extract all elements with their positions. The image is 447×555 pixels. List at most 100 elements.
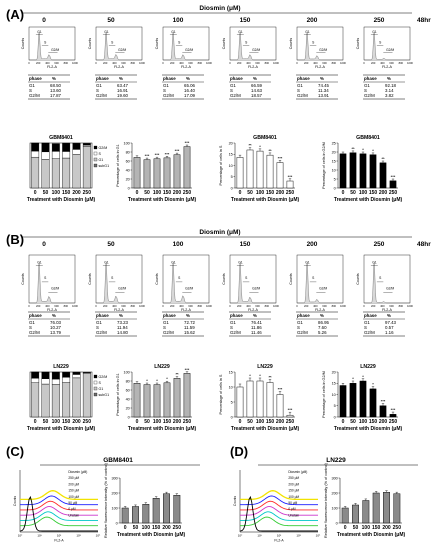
category-tick: 150 [372, 525, 381, 531]
legend-swatch [94, 164, 97, 167]
overlay-label: 0 μM [288, 507, 295, 511]
gate-label-g2m: G2/M [386, 48, 394, 52]
stacked-bar-segment [73, 149, 80, 154]
y-tick-label: 5 [334, 177, 336, 181]
table-phase-cell: G2/M [96, 330, 107, 335]
legend-label: G2/M [99, 375, 108, 379]
concentration-label: 50 [107, 241, 115, 248]
gate-label-g1: G1 [104, 261, 109, 265]
table-value-cell: 3.82 [385, 93, 394, 98]
histogram-tick: 600 [322, 304, 327, 308]
gate-label-g2m: G2/M [118, 48, 126, 52]
histogram-tick: 200 [103, 61, 108, 65]
category-tick: 250 [83, 419, 92, 425]
histogram-tick: 0 [229, 61, 231, 65]
category-tick: 50 [350, 419, 356, 425]
histogram-tick: 400 [246, 304, 251, 308]
table-phase-cell: G2/M [29, 330, 40, 335]
significance-stars: *** [155, 152, 160, 157]
histogram-tick: 600 [188, 304, 193, 308]
bar [363, 501, 369, 524]
y-tick-label: 20 [126, 177, 130, 181]
category-tick: 200 [72, 419, 81, 425]
legend-label: S [99, 152, 102, 156]
stacked-bar-segment [62, 158, 69, 188]
histogram-tick: 1000 [206, 61, 212, 65]
table-header-percent: % [387, 76, 391, 81]
table-phase-cell: G2/M [297, 330, 308, 335]
bar [277, 163, 283, 188]
bar [287, 181, 293, 188]
category-tick: 250 [389, 419, 398, 425]
table-header-phase: phase [230, 313, 243, 318]
x-axis-label: Treatment with Diosmin (μM) [231, 426, 300, 432]
category-tick: 200 [72, 190, 81, 196]
bar [373, 493, 379, 523]
y-tick-label: 100 [123, 141, 129, 145]
y-axis-label: Percentage of cells in G2/M [322, 142, 326, 189]
overlay-xtick: 10² [57, 534, 61, 538]
x-axis-label: Treatment with Diosmin (μM) [231, 197, 300, 203]
category-tick: 100 [153, 190, 162, 196]
overlay-trace [20, 507, 98, 516]
legend-swatch [94, 152, 97, 155]
x-axis-label: Treatment with Diosmin (μM) [128, 426, 197, 432]
bar [370, 389, 376, 417]
stacked-bar-segment [31, 378, 38, 383]
panel-letter-a: (A) [6, 7, 24, 22]
histogram-tick: 600 [54, 61, 59, 65]
histogram-frame [230, 27, 276, 60]
category-tick: 100 [256, 419, 265, 425]
y-tick-label: 20 [332, 150, 336, 154]
y-tick-label: 80 [126, 150, 130, 154]
category-tick: 0 [34, 190, 37, 196]
histogram-tick: 1000 [72, 304, 78, 308]
category-tick: 0 [239, 419, 242, 425]
histogram-tick: 800 [64, 304, 69, 308]
table-header-phase: phase [96, 76, 109, 81]
stacked-bar-segment [83, 147, 90, 188]
bar [380, 406, 386, 417]
category-tick: 200 [276, 190, 285, 196]
histogram-frame [29, 27, 75, 60]
diosmin-header: Diosmin (μM) [199, 5, 240, 12]
significance-stars: * [166, 376, 168, 381]
gate-label-g2m: G2/M [319, 48, 327, 52]
y-tick-label: 20 [126, 406, 130, 410]
table-phase-cell: G2/M [163, 93, 174, 98]
significance-stars: * [372, 148, 374, 153]
category-tick: 150 [152, 525, 161, 531]
significance-stars: ** [268, 148, 272, 153]
histogram-tick: 400 [380, 61, 385, 65]
stacked-bar-segment [31, 372, 38, 378]
gate-label-g1: G1 [238, 261, 243, 265]
histogram-tick: 1000 [273, 304, 279, 308]
category-tick: 250 [286, 419, 295, 425]
bar [144, 385, 150, 417]
histogram-ylabel: Counts [289, 273, 293, 285]
histogram-tick: 200 [36, 304, 41, 308]
significance-stars: * [156, 378, 158, 383]
histogram-tick: 800 [131, 304, 136, 308]
overlay-trace [20, 512, 98, 521]
overlay-label: 150 μM [288, 489, 299, 493]
histogram-tick: 1000 [407, 61, 413, 65]
category-tick: 100 [153, 419, 162, 425]
significance-stars: * [352, 376, 354, 381]
bar [340, 386, 346, 418]
concentration-label: 200 [307, 241, 318, 248]
y-tick-label: 20 [229, 141, 233, 145]
gate-label-g2m: G2/M [185, 287, 193, 291]
overlay-xtick: 10⁰ [18, 534, 23, 538]
stacked-bar-segment [83, 145, 90, 146]
histogram-tick: 400 [380, 304, 385, 308]
significance-stars: ** [351, 146, 355, 151]
y-tick-label: 15 [332, 159, 336, 163]
